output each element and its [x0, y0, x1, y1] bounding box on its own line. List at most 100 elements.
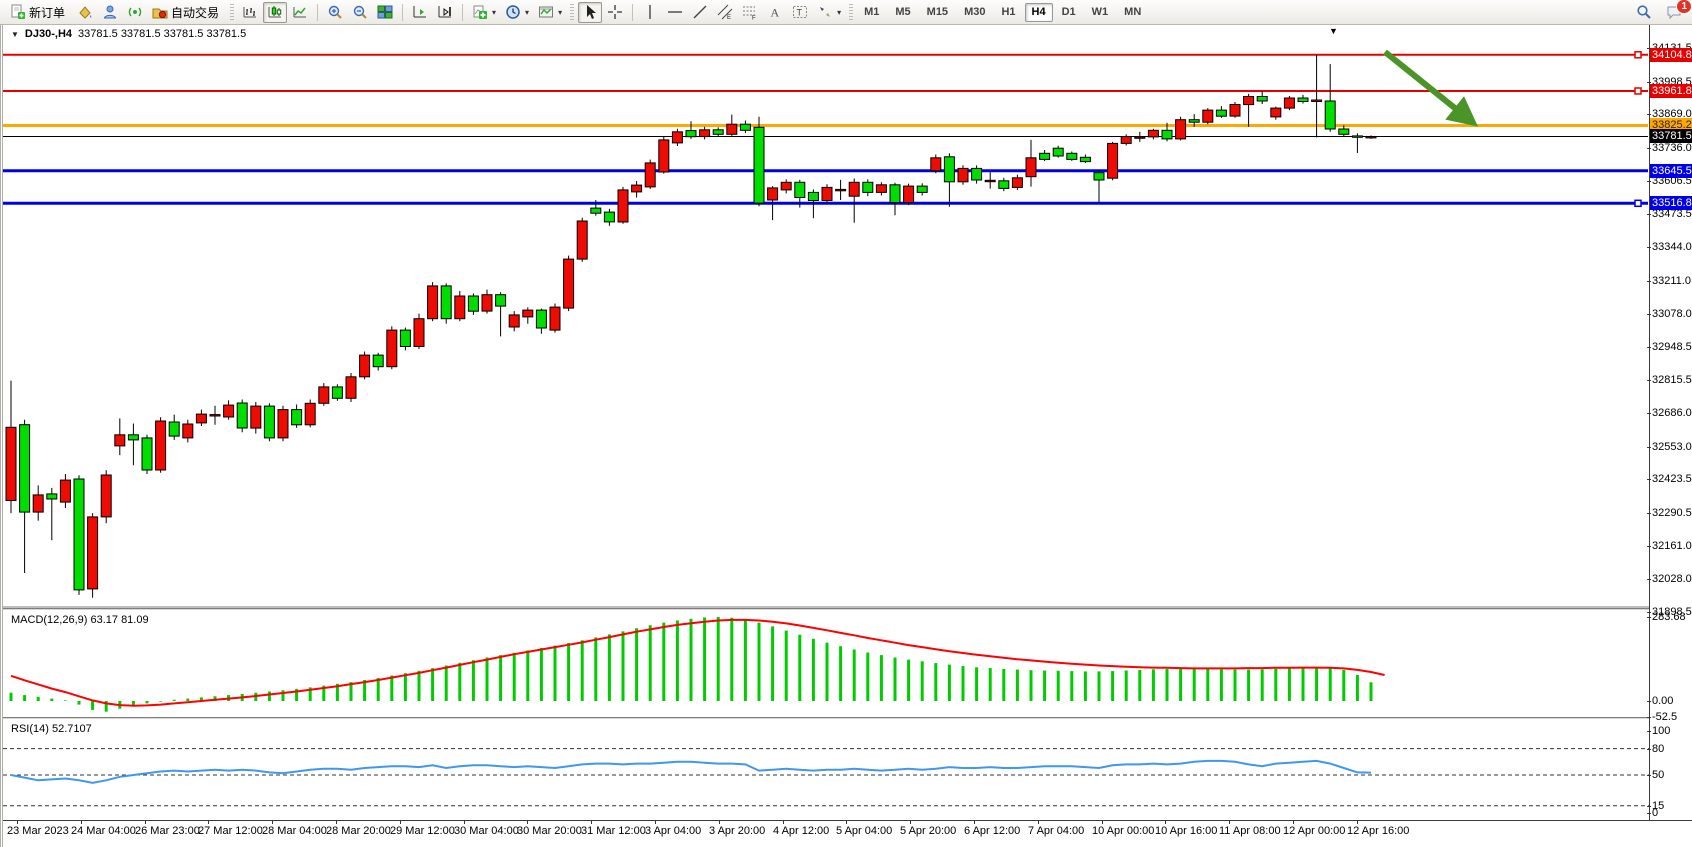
timeframe-button-H1[interactable]: H1	[1001, 6, 1016, 18]
timeframe-button-M30[interactable]: M30	[964, 6, 986, 18]
periods-caret-icon[interactable]: ▾	[525, 7, 530, 17]
auto-scroll-button[interactable]	[408, 2, 432, 23]
arrows-caret-icon[interactable]: ▾	[837, 7, 842, 17]
candlestick-chart-button[interactable]	[263, 1, 288, 23]
candle	[413, 313, 425, 349]
time-tick-label: 24 Mar 04:00	[71, 821, 136, 837]
crosshair-icon	[608, 5, 623, 19]
candle	[767, 186, 779, 221]
vertical-line-button[interactable]	[638, 2, 662, 23]
candle	[182, 419, 194, 443]
macd-values: 63.17 81.09	[90, 614, 149, 626]
time-tick-label: 3 Apr 20:00	[709, 821, 766, 837]
candle	[250, 402, 262, 434]
candle	[780, 179, 792, 194]
zoom-out-icon	[353, 5, 367, 19]
time-tick-label: 23 Mar 2023	[7, 821, 69, 837]
search-button[interactable]	[1632, 2, 1656, 23]
candle	[277, 405, 289, 442]
candle	[685, 121, 697, 139]
macd-panel-canvas[interactable]	[3, 610, 1649, 718]
horizontal-line-button[interactable]	[663, 2, 687, 23]
bar-chart-button[interactable]	[238, 2, 262, 23]
level-marker[interactable]	[1634, 199, 1642, 208]
price-axis[interactable]: 34131.533998.533869.033736.033606.533473…	[1646, 25, 1692, 820]
timeframe-button-W1[interactable]: W1	[1091, 6, 1109, 18]
notifications-button[interactable]: 1	[1662, 0, 1692, 23]
autotrading-button[interactable]: 自动交易	[148, 2, 226, 23]
time-tick-label: 5 Apr 20:00	[900, 821, 957, 837]
candle	[821, 184, 833, 203]
fibonacci-button[interactable]: F	[738, 2, 762, 23]
one-click-trading-arrow-icon[interactable]: ▼	[11, 29, 19, 39]
timeframe-button-M5[interactable]: M5	[895, 6, 911, 18]
signals-button[interactable]	[123, 2, 147, 23]
time-axis[interactable]: 23 Mar 2023 24 Mar 04:00 26 Mar 23:00 27 Ma…	[3, 820, 1692, 847]
chart-window[interactable]: ▼ DJ30-,H4 33781.5 33781.5 33781.5 33781…	[0, 25, 1692, 847]
annotation-arrow[interactable]	[1383, 49, 1479, 127]
time-tick-label: 12 Apr 00:00	[1283, 821, 1346, 837]
templates-button[interactable]: ▾	[534, 2, 566, 23]
candle	[399, 327, 411, 351]
text-button[interactable]: A	[763, 2, 787, 23]
candle	[1297, 94, 1309, 104]
rsi-axis-label: 50	[1646, 769, 1665, 781]
templates-icon	[539, 6, 554, 18]
add-indicator-button[interactable]: ▾	[468, 2, 500, 23]
time-tick-label: 30 Mar 04:00	[454, 821, 519, 837]
panel-splitter-macd[interactable]	[3, 608, 1649, 611]
level-marker[interactable]	[1634, 87, 1642, 95]
candle	[1147, 128, 1159, 140]
timeframe-button-M1[interactable]: M1	[864, 6, 880, 18]
cursor-icon	[587, 5, 597, 19]
equidistant-channel-button[interactable]: E	[713, 2, 737, 23]
add-indicator-caret-icon[interactable]: ▾	[492, 7, 497, 17]
crosshair-button[interactable]	[603, 2, 627, 23]
price-tick-label: 31898.5	[1647, 606, 1692, 618]
arrows-button[interactable]: ▾	[813, 2, 845, 23]
zoom-in-button[interactable]	[323, 2, 347, 23]
tile-windows-button[interactable]	[373, 2, 397, 23]
user-profile-button[interactable]	[98, 2, 122, 23]
cursor-button[interactable]	[578, 1, 603, 23]
candle	[127, 423, 139, 466]
candle	[1256, 91, 1268, 104]
time-tick-label: 10 Apr 00:00	[1092, 821, 1155, 837]
candle	[454, 290, 466, 322]
text-label-button[interactable]: T	[788, 2, 812, 23]
candle	[168, 414, 180, 440]
candle	[522, 307, 534, 324]
timeframe-button-M15[interactable]: M15	[926, 6, 949, 18]
trendline-button[interactable]	[688, 2, 712, 23]
level-marker[interactable]	[1634, 51, 1642, 59]
candle	[753, 116, 765, 207]
chart-symbol-period: DJ30-,H4	[24, 28, 72, 40]
rsi-axis-label: 15	[1646, 800, 1665, 812]
new-order-button[interactable]: 新订单	[6, 2, 72, 23]
candle	[1324, 64, 1336, 132]
zoom-out-button[interactable]	[348, 2, 372, 23]
price-tick-label: 33473.5	[1647, 208, 1692, 220]
timeframe-button-D1[interactable]: D1	[1061, 6, 1076, 18]
panel-splitter-rsi[interactable]	[3, 717, 1649, 720]
auto-scroll-icon	[413, 6, 427, 18]
candle	[331, 384, 343, 401]
toolbar-separator	[402, 3, 404, 21]
timeframe-button-H4[interactable]: H4	[1024, 2, 1053, 22]
rsi-panel-canvas[interactable]	[3, 719, 1649, 820]
periods-button[interactable]: ▾	[501, 2, 533, 23]
candle	[209, 405, 221, 425]
templates-caret-icon[interactable]: ▾	[558, 7, 563, 17]
line-chart-button[interactable]	[288, 2, 312, 23]
price-tick-label: 32553.0	[1647, 441, 1692, 453]
time-tick-label: 29 Mar 12:00	[390, 821, 455, 837]
paint-bucket-button[interactable]	[73, 2, 97, 23]
candle	[1188, 114, 1200, 127]
toolbar-grip	[849, 4, 854, 20]
text-icon: A	[771, 6, 780, 20]
timeframe-button-MN[interactable]: MN	[1124, 6, 1142, 18]
main-chart-canvas[interactable]	[3, 25, 1649, 608]
chart-shift-button[interactable]	[433, 2, 457, 23]
candle	[903, 183, 915, 206]
chart-shift-marker-icon[interactable]: ▼	[1329, 26, 1338, 36]
